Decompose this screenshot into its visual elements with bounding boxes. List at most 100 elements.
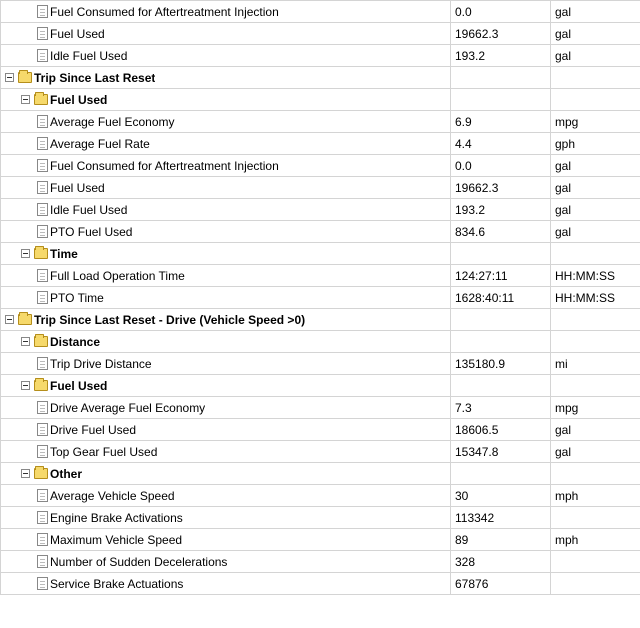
collapse-icon[interactable] <box>21 381 30 390</box>
row-unit: gal <box>551 221 640 243</box>
tree-group-row[interactable]: Fuel Used <box>1 89 640 111</box>
row-unit: gal <box>551 1 640 23</box>
folder-icon <box>34 380 48 391</box>
row-value <box>451 89 551 111</box>
page-icon <box>37 203 48 216</box>
row-value: 30 <box>451 485 551 507</box>
row-label: Other <box>50 467 82 481</box>
collapse-icon[interactable] <box>21 469 30 478</box>
row-unit <box>551 375 640 397</box>
tree-item-row: Idle Fuel Used 193.2gal <box>1 199 640 221</box>
row-unit: gal <box>551 155 640 177</box>
page-icon <box>37 181 48 194</box>
tree-item-row: Full Load Operation Time124:27:11HH:MM:S… <box>1 265 640 287</box>
page-icon <box>37 27 48 40</box>
tree-item-row: Service Brake Actuations67876 <box>1 573 640 595</box>
row-unit: gal <box>551 419 640 441</box>
row-value <box>451 463 551 485</box>
row-label: Drive Average Fuel Economy <box>50 401 205 415</box>
row-label: Idle Fuel Used <box>50 203 127 217</box>
row-label: Fuel Used <box>50 181 105 195</box>
row-unit <box>551 309 640 331</box>
page-icon <box>37 5 48 18</box>
row-value: 124:27:11 <box>451 265 551 287</box>
tree-group-row[interactable]: Time <box>1 243 640 265</box>
collapse-icon[interactable] <box>21 249 30 258</box>
page-icon <box>37 357 48 370</box>
folder-icon <box>18 314 32 325</box>
page-icon <box>37 137 48 150</box>
page-icon <box>37 291 48 304</box>
page-icon <box>37 225 48 238</box>
row-unit: gal <box>551 177 640 199</box>
row-value <box>451 243 551 265</box>
folder-icon <box>34 468 48 479</box>
row-label: PTO Fuel Used <box>50 225 132 239</box>
row-value: 89 <box>451 529 551 551</box>
row-unit: mpg <box>551 111 640 133</box>
row-unit <box>551 551 640 573</box>
row-value: 15347.8 <box>451 441 551 463</box>
page-icon <box>37 49 48 62</box>
row-unit: gal <box>551 23 640 45</box>
row-unit <box>551 463 640 485</box>
row-unit: gal <box>551 199 640 221</box>
page-icon <box>37 511 48 524</box>
row-label: Distance <box>50 335 100 349</box>
row-value: 113342 <box>451 507 551 529</box>
row-value: 1628:40:11 <box>451 287 551 309</box>
row-value: 4.4 <box>451 133 551 155</box>
tree-item-row: Idle Fuel Used193.2gal <box>1 45 640 67</box>
row-unit: mpg <box>551 397 640 419</box>
row-label: Maximum Vehicle Speed <box>50 533 182 547</box>
row-value: 19662.3 <box>451 23 551 45</box>
collapse-icon[interactable] <box>5 73 14 82</box>
collapse-icon[interactable] <box>21 337 30 346</box>
tree-item-row: Engine Brake Activations113342 <box>1 507 640 529</box>
row-label: Fuel Consumed for Aftertreatment Injecti… <box>50 159 279 173</box>
tree-item-row: Drive Fuel Used18606.5gal <box>1 419 640 441</box>
tree-group-row[interactable]: Trip Since Last Reset - Drive (Vehicle S… <box>1 309 640 331</box>
tree-item-row: Trip Drive Distance135180.9mi <box>1 353 640 375</box>
row-value: 0.0 <box>451 155 551 177</box>
folder-icon <box>34 336 48 347</box>
trip-data-table: Fuel Consumed for Aftertreatment Injecti… <box>0 0 640 595</box>
tree-item-row: PTO Fuel Used834.6gal <box>1 221 640 243</box>
row-unit: HH:MM:SS <box>551 287 640 309</box>
page-icon <box>37 423 48 436</box>
tree-group-row[interactable]: Other <box>1 463 640 485</box>
row-label: Average Fuel Rate <box>50 137 150 151</box>
row-label: Average Fuel Economy <box>50 115 175 129</box>
tree-item-row: Number of Sudden Decelerations328 <box>1 551 640 573</box>
row-value <box>451 331 551 353</box>
tree-item-row: Maximum Vehicle Speed89mph <box>1 529 640 551</box>
row-unit <box>551 507 640 529</box>
row-label: Fuel Used <box>50 379 107 393</box>
row-value: 193.2 <box>451 45 551 67</box>
row-label: Fuel Consumed for Aftertreatment Injecti… <box>50 5 279 19</box>
row-label: Fuel Used <box>50 93 107 107</box>
row-label: Trip Drive Distance <box>50 357 152 371</box>
tree-group-row[interactable]: Trip Since Last Reset <box>1 67 640 89</box>
tree-item-row: Drive Average Fuel Economy 7.3mpg <box>1 397 640 419</box>
row-value <box>451 67 551 89</box>
collapse-icon[interactable] <box>5 315 14 324</box>
folder-icon <box>34 248 48 259</box>
collapse-icon[interactable] <box>21 95 30 104</box>
row-unit <box>551 331 640 353</box>
row-label: Service Brake Actuations <box>50 577 183 591</box>
tree-item-row: Top Gear Fuel Used15347.8gal <box>1 441 640 463</box>
row-value: 7.3 <box>451 397 551 419</box>
row-value: 193.2 <box>451 199 551 221</box>
row-label: Trip Since Last Reset <box>34 71 155 85</box>
tree-group-row[interactable]: Distance <box>1 331 640 353</box>
row-value <box>451 375 551 397</box>
row-value: 6.9 <box>451 111 551 133</box>
page-icon <box>37 577 48 590</box>
row-unit <box>551 243 640 265</box>
tree-item-row: Average Fuel Rate4.4gph <box>1 133 640 155</box>
tree-group-row[interactable]: Fuel Used <box>1 375 640 397</box>
row-unit <box>551 89 640 111</box>
row-unit: mi <box>551 353 640 375</box>
row-label: Average Vehicle Speed <box>50 489 175 503</box>
